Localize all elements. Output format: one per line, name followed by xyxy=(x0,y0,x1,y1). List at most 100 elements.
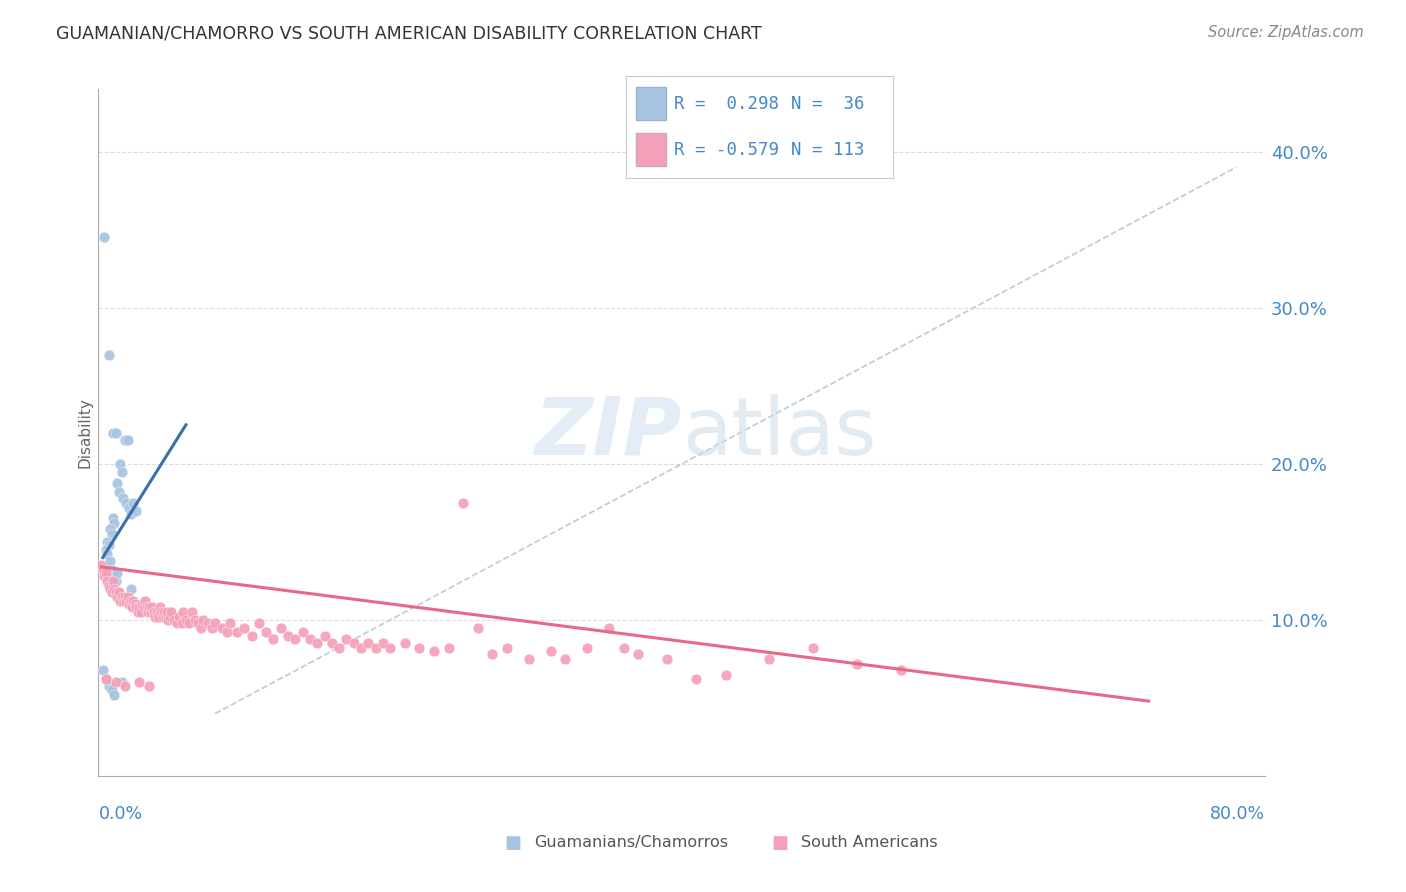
Point xyxy=(170,615,193,630)
Text: R = -0.579: R = -0.579 xyxy=(673,141,779,159)
Point xyxy=(423,644,446,658)
Point xyxy=(554,652,576,666)
Point xyxy=(118,500,141,515)
Text: Source: ZipAtlas.com: Source: ZipAtlas.com xyxy=(1208,25,1364,40)
Point xyxy=(128,675,150,690)
Point xyxy=(517,652,540,666)
Point xyxy=(159,610,181,624)
Point xyxy=(143,610,166,624)
Point xyxy=(451,496,474,510)
Point xyxy=(115,594,138,608)
Point xyxy=(845,657,868,671)
Point xyxy=(801,640,824,655)
Point xyxy=(190,621,212,635)
Point xyxy=(201,621,224,635)
Point xyxy=(364,640,387,655)
Point xyxy=(598,621,620,635)
Point xyxy=(890,663,912,677)
Point xyxy=(114,590,136,604)
Point xyxy=(100,563,122,577)
Point xyxy=(335,632,357,646)
Point xyxy=(94,673,117,687)
Point xyxy=(139,605,162,619)
Point xyxy=(100,527,122,541)
Point xyxy=(120,594,142,608)
Point xyxy=(125,600,148,615)
Point xyxy=(112,594,135,608)
Point xyxy=(111,675,134,690)
Point xyxy=(104,425,127,440)
Point xyxy=(211,621,233,635)
Point xyxy=(122,594,145,608)
Point xyxy=(218,615,240,630)
Point xyxy=(120,582,142,596)
Point xyxy=(97,538,120,552)
Point xyxy=(96,574,118,588)
Text: ■: ■ xyxy=(772,834,789,852)
Point xyxy=(111,590,134,604)
Point xyxy=(284,632,307,646)
Point xyxy=(215,625,238,640)
Point xyxy=(142,605,165,619)
Text: R =  0.298: R = 0.298 xyxy=(673,95,779,112)
Point xyxy=(136,605,159,619)
Point xyxy=(120,507,142,521)
Point xyxy=(93,569,115,583)
Point xyxy=(437,640,460,655)
Point xyxy=(103,569,125,583)
Point xyxy=(104,574,127,588)
Point xyxy=(291,625,314,640)
Point xyxy=(97,347,120,362)
Point xyxy=(156,605,179,619)
Point xyxy=(112,491,135,505)
Point xyxy=(270,621,292,635)
Point xyxy=(378,640,402,655)
Point xyxy=(103,688,125,702)
Point xyxy=(104,675,127,690)
Point xyxy=(103,582,125,596)
Point xyxy=(124,598,146,612)
Point xyxy=(94,542,117,557)
Point xyxy=(394,636,416,650)
Point xyxy=(146,605,169,619)
Point xyxy=(134,594,156,608)
Point xyxy=(328,640,350,655)
Point xyxy=(125,503,148,517)
Point xyxy=(148,610,170,624)
Point xyxy=(155,610,177,624)
Point xyxy=(197,615,219,630)
Point xyxy=(150,605,173,619)
Point xyxy=(91,563,114,577)
Point xyxy=(121,600,143,615)
Point xyxy=(576,640,599,655)
Point xyxy=(98,522,121,536)
Point xyxy=(153,605,176,619)
Point xyxy=(127,605,149,619)
Point xyxy=(97,578,120,592)
Point xyxy=(111,465,134,479)
Point xyxy=(110,457,132,471)
Point xyxy=(98,553,121,567)
Point xyxy=(96,547,118,562)
Point xyxy=(357,636,380,650)
Point xyxy=(108,485,131,500)
Point xyxy=(262,632,284,646)
Point xyxy=(149,600,172,615)
Point xyxy=(226,625,249,640)
Point xyxy=(277,628,299,642)
Point xyxy=(91,663,114,677)
Point xyxy=(101,425,124,440)
Point xyxy=(105,475,128,490)
Point xyxy=(298,632,321,646)
Point xyxy=(160,605,183,619)
Point xyxy=(163,613,186,627)
Point xyxy=(157,613,180,627)
Point xyxy=(166,615,188,630)
Point xyxy=(612,640,634,655)
Text: 0.0%: 0.0% xyxy=(98,805,142,822)
Point xyxy=(254,625,277,640)
Point xyxy=(321,636,343,650)
Text: ■: ■ xyxy=(505,834,522,852)
Point xyxy=(172,605,194,619)
Point xyxy=(183,613,205,627)
